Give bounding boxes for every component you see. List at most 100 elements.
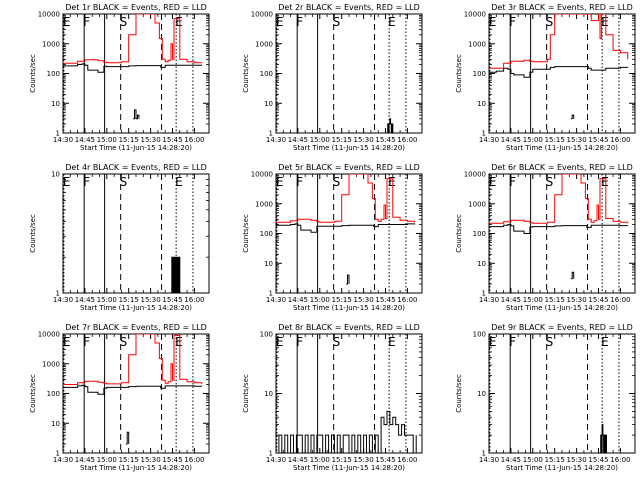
events-series-line bbox=[171, 256, 181, 293]
y-tick-label: 10 bbox=[477, 260, 486, 268]
series-group bbox=[63, 14, 203, 120]
x-tick-label: 15:45 bbox=[162, 136, 182, 144]
x-tick-label: 15:00 bbox=[310, 456, 330, 464]
y-tick-label: 100 bbox=[47, 70, 60, 78]
x-tick-label: 15:15 bbox=[545, 296, 565, 304]
series-group bbox=[171, 256, 181, 293]
x-tick-label: 16:00 bbox=[610, 296, 630, 304]
time-marker-label: F bbox=[509, 335, 516, 349]
x-tick-label: 14:30 bbox=[53, 456, 73, 464]
y-tick-label: 100 bbox=[260, 230, 273, 238]
time-marker-label: E bbox=[489, 335, 497, 349]
events-series-line bbox=[570, 114, 575, 120]
y-axis-label: Counts/sec bbox=[455, 54, 463, 93]
time-marker-label: E bbox=[601, 15, 609, 29]
x-tick-label: 15:45 bbox=[588, 296, 608, 304]
x-tick-label: 14:45 bbox=[288, 296, 308, 304]
x-axis-label: Start Time (11-Jun-15 14:28:20) bbox=[506, 304, 618, 312]
x-tick-label: 15:15 bbox=[119, 296, 139, 304]
x-tick-label: 14:30 bbox=[479, 456, 499, 464]
chart-panel-3: Det 3r BLACK = Events, RED = LLD 1 10 100 10… bbox=[455, 3, 636, 152]
x-tick-label: 15:30 bbox=[354, 296, 374, 304]
events-series-line bbox=[489, 66, 629, 78]
series-group bbox=[63, 334, 203, 445]
x-tick-label: 15:00 bbox=[310, 136, 330, 144]
events-series-line bbox=[63, 63, 203, 73]
time-marker-label: E bbox=[388, 15, 396, 29]
time-marker-label: E bbox=[175, 175, 183, 189]
y-tick-label: 1 bbox=[56, 130, 60, 138]
y-tick-label: 100 bbox=[47, 390, 60, 398]
time-marker-label: E bbox=[276, 15, 284, 29]
chart-panel-7: Det 7r BLACK = Events, RED = LLD 1 10 100 10… bbox=[29, 323, 210, 472]
lld-series-line bbox=[489, 14, 629, 69]
chart-panel-9: Det 9r BLACK = Events, RED = LLD 1 10 100 14… bbox=[455, 323, 636, 472]
y-tick-label: 10 bbox=[51, 171, 60, 179]
x-tick-label: 15:45 bbox=[375, 296, 395, 304]
chart-title: Det 3r BLACK = Events, RED = LLD bbox=[491, 3, 633, 12]
x-tick-label: 14:45 bbox=[501, 136, 521, 144]
x-tick-label: 15:30 bbox=[141, 136, 161, 144]
x-tick-label: 15:15 bbox=[332, 296, 352, 304]
time-marker-label: E bbox=[388, 335, 396, 349]
y-axis-label: Counts/sec bbox=[29, 214, 37, 253]
time-marker-label: S bbox=[546, 15, 554, 29]
y-tick-label: 10 bbox=[477, 390, 486, 398]
x-tick-label: 16:00 bbox=[397, 136, 417, 144]
series-group bbox=[489, 14, 629, 120]
events-series-line bbox=[125, 431, 130, 445]
y-tick-label: 1 bbox=[269, 450, 273, 458]
y-tick-label: 1000 bbox=[468, 40, 486, 48]
x-tick-label: 15:00 bbox=[97, 456, 117, 464]
events-series-line bbox=[600, 424, 608, 453]
time-marker-label: S bbox=[120, 15, 128, 29]
time-marker-label: E bbox=[601, 175, 609, 189]
y-tick-label: 1 bbox=[269, 290, 273, 298]
events-series-line bbox=[133, 109, 140, 120]
x-tick-label: 16:00 bbox=[184, 296, 204, 304]
x-tick-label: 15:45 bbox=[588, 456, 608, 464]
x-tick-label: 14:30 bbox=[479, 136, 499, 144]
chart-title: Det 7r BLACK = Events, RED = LLD bbox=[65, 323, 207, 332]
time-marker-label: E bbox=[388, 175, 396, 189]
x-tick-label: 15:30 bbox=[141, 296, 161, 304]
chart-title: Det 1r BLACK = Events, RED = LLD bbox=[65, 3, 207, 12]
x-tick-label: 15:45 bbox=[588, 136, 608, 144]
x-tick-label: 16:00 bbox=[610, 136, 630, 144]
x-tick-label: 16:00 bbox=[610, 456, 630, 464]
x-tick-label: 14:30 bbox=[53, 136, 73, 144]
plot-frame bbox=[488, 333, 636, 454]
time-marker-label: F bbox=[83, 15, 90, 29]
time-marker-label: F bbox=[509, 15, 516, 29]
x-tick-label: 15:15 bbox=[119, 456, 139, 464]
y-tick-label: 10 bbox=[477, 100, 486, 108]
y-axis-label: Counts/sec bbox=[455, 214, 463, 253]
x-axis-label: Start Time (11-Jun-15 14:28:20) bbox=[80, 464, 192, 472]
time-marker-label: E bbox=[63, 15, 71, 29]
time-marker-label: S bbox=[120, 335, 128, 349]
x-tick-label: 15:45 bbox=[375, 136, 395, 144]
chart-panel-1: Det 1r BLACK = Events, RED = LLD 1 10 100 10… bbox=[29, 3, 210, 152]
x-tick-label: 14:45 bbox=[75, 136, 95, 144]
y-tick-label: 1000 bbox=[42, 40, 60, 48]
y-tick-label: 100 bbox=[260, 331, 273, 339]
chart-title: Det 6r BLACK = Events, RED = LLD bbox=[491, 163, 633, 172]
x-axis-label: Start Time (11-Jun-15 14:28:20) bbox=[293, 304, 405, 312]
plot-frame bbox=[62, 173, 210, 294]
x-tick-label: 14:45 bbox=[288, 136, 308, 144]
x-tick-label: 16:00 bbox=[397, 296, 417, 304]
x-tick-label: 16:00 bbox=[184, 136, 204, 144]
y-tick-label: 10 bbox=[51, 100, 60, 108]
chart-title: Det 4r BLACK = Events, RED = LLD bbox=[65, 163, 207, 172]
time-marker-label: F bbox=[296, 335, 303, 349]
x-axis-label: Start Time (11-Jun-15 14:28:20) bbox=[80, 304, 192, 312]
series-group bbox=[276, 174, 416, 285]
y-axis-label: Counts/sec bbox=[242, 214, 250, 253]
y-tick-label: 10000 bbox=[464, 171, 486, 179]
x-tick-label: 15:30 bbox=[354, 136, 374, 144]
x-tick-label: 15:15 bbox=[545, 136, 565, 144]
y-tick-label: 10 bbox=[264, 100, 273, 108]
y-tick-label: 10 bbox=[264, 390, 273, 398]
plot-frame bbox=[275, 13, 423, 134]
